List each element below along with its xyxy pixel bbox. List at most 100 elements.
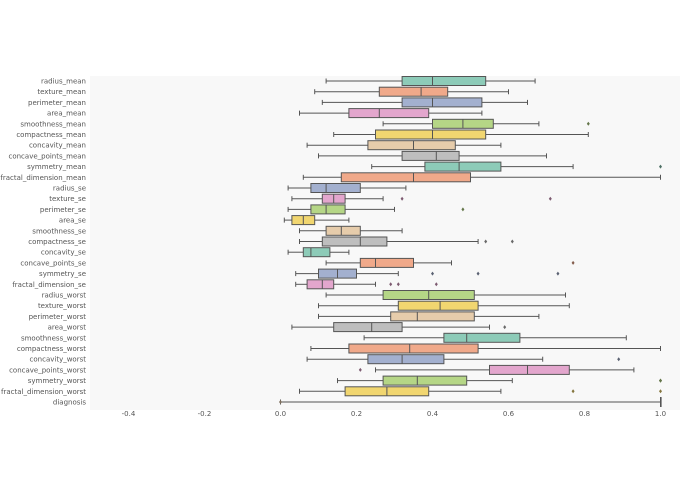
category-label: fractal_dimension_se — [12, 281, 86, 289]
category-label: compactness_mean — [16, 131, 86, 139]
box — [375, 129, 487, 140]
outlier-point — [476, 271, 480, 276]
box — [424, 161, 502, 172]
box — [443, 332, 521, 343]
outlier-point — [571, 260, 575, 265]
category-label: area_worst — [48, 324, 87, 332]
category-label: radius_mean — [41, 78, 86, 86]
box-group — [279, 397, 662, 407]
category-label: smoothness_worst — [21, 334, 86, 342]
category-label: concave_points_se — [20, 259, 86, 267]
box — [390, 311, 475, 322]
box-group — [371, 161, 662, 172]
box-group — [299, 386, 662, 397]
x-tick-label: -0.2 — [198, 410, 212, 418]
outlier-point — [461, 207, 465, 212]
box — [333, 322, 403, 333]
category-label: concavity_se — [41, 249, 86, 257]
x-axis-ticks: -0.4 -0.2 0.0 0.2 0.4 0.6 0.8 1.0 — [122, 410, 666, 418]
box-group — [287, 183, 407, 193]
category-label: texture_mean — [37, 88, 86, 96]
category-label: symmetry_mean — [27, 163, 86, 171]
outlier-point — [617, 357, 621, 362]
category-label: smoothness_mean — [20, 120, 86, 128]
box — [348, 343, 479, 354]
category-label: radius_worst — [42, 292, 87, 300]
box-group — [333, 129, 589, 140]
category-label: texture_se — [49, 195, 86, 203]
outlier-point — [503, 325, 507, 330]
outlier-point — [659, 378, 662, 383]
box-group — [363, 332, 627, 343]
category-label: fractal_dimension_worst — [1, 388, 86, 396]
outlier-point — [484, 239, 488, 244]
box — [367, 140, 456, 151]
category-label: radius_se — [53, 185, 86, 193]
box-group — [299, 225, 403, 236]
outlier-point — [279, 400, 282, 404]
category-label: texture_worst — [38, 302, 86, 310]
box-group — [295, 279, 438, 290]
box — [340, 172, 471, 183]
box-group — [295, 268, 560, 279]
box — [359, 257, 414, 268]
box — [325, 225, 361, 236]
x-tick-label: 0.8 — [579, 410, 590, 418]
outlier-point — [389, 282, 393, 287]
box-group — [314, 86, 509, 97]
box — [306, 279, 335, 290]
box-group — [283, 215, 350, 226]
x-tick-label: 1.0 — [655, 410, 666, 418]
outlier-point — [659, 164, 662, 169]
x-tick-label: 0.2 — [351, 410, 362, 418]
box — [378, 86, 449, 97]
outlier-point — [396, 282, 400, 287]
box-group — [358, 364, 635, 375]
box — [302, 247, 331, 258]
outlier-point — [510, 239, 514, 244]
x-tick-label: -0.4 — [122, 410, 136, 418]
box-group — [337, 375, 662, 386]
category-label: fractal_dimension_mean — [0, 174, 86, 182]
x-tick-label: 0.0 — [275, 410, 286, 418]
box — [401, 76, 487, 86]
box-group — [382, 118, 590, 129]
box — [382, 375, 468, 386]
outlier-point — [571, 389, 575, 394]
box — [401, 150, 460, 161]
outlier-point — [556, 271, 560, 276]
box — [489, 364, 570, 375]
box-group — [287, 247, 350, 258]
category-label: perimeter_se — [40, 206, 86, 214]
category-label: concavity_worst — [30, 356, 87, 364]
category-label: perimeter_worst — [29, 313, 87, 321]
category-label: concavity_mean — [29, 142, 86, 150]
x-tick-label: 0.6 — [503, 410, 515, 418]
outlier-point — [400, 196, 404, 201]
box-group — [302, 172, 661, 183]
box-group — [306, 354, 621, 365]
category-label: concave_points_worst — [9, 366, 86, 374]
box-group — [318, 300, 570, 311]
outlier-point — [434, 282, 438, 287]
outlier-point — [659, 389, 662, 394]
box-group — [318, 150, 547, 161]
box-group — [321, 97, 528, 108]
outlier-point — [586, 121, 590, 126]
category-label: smoothness_se — [32, 227, 86, 235]
box-group — [325, 290, 566, 300]
box-group — [299, 108, 483, 119]
outlier-point — [548, 196, 552, 201]
box-group — [291, 193, 552, 204]
box-group — [306, 140, 502, 151]
box — [310, 204, 346, 215]
category-label: symmetry_se — [39, 270, 86, 278]
box-group — [318, 311, 540, 322]
box-group — [325, 76, 536, 86]
box — [367, 354, 445, 365]
box — [348, 108, 430, 119]
box — [397, 300, 479, 311]
category-label: concave_points_mean — [8, 152, 86, 160]
box — [310, 183, 361, 193]
